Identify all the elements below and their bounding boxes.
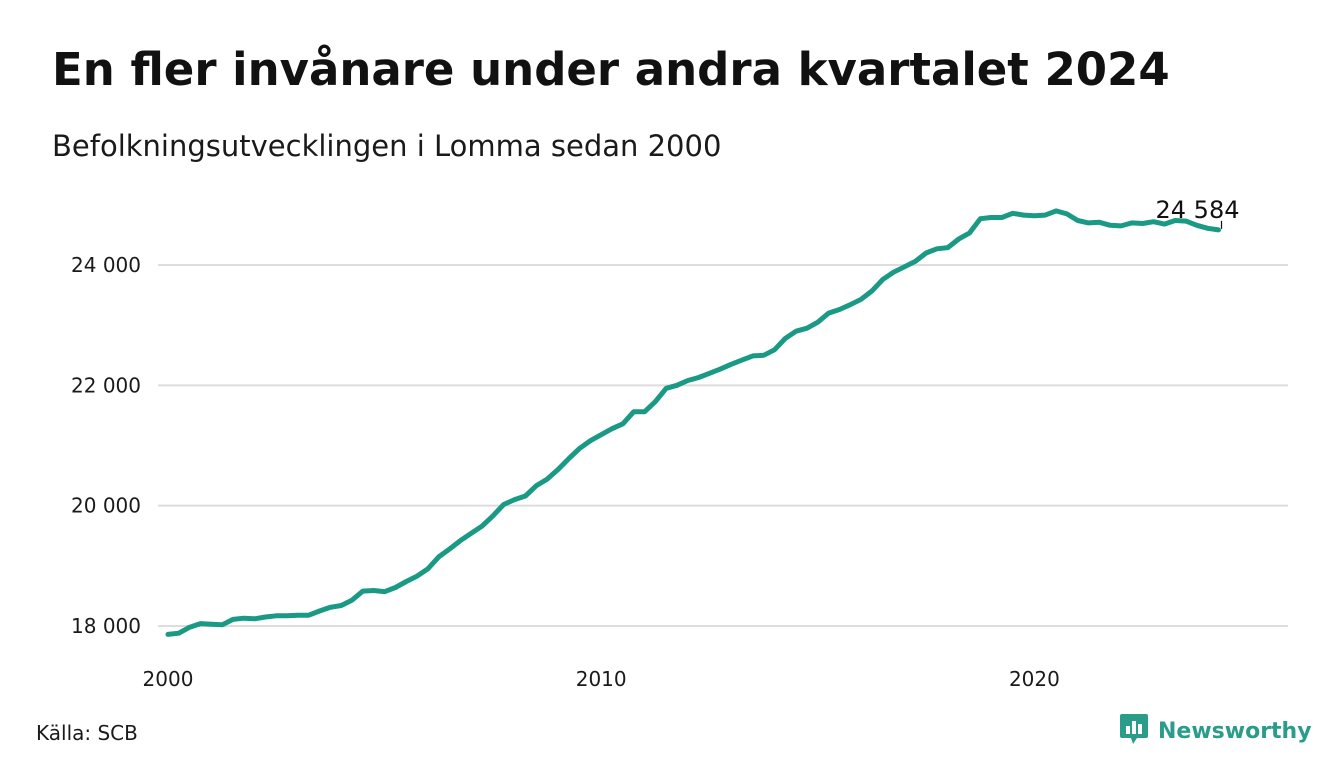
y-tick-label: 18 000 (71, 614, 141, 638)
source-note: Källa: SCB (36, 721, 138, 745)
x-axis-ticks: 2000 2010 2020 (143, 667, 1060, 691)
x-tick-label: 2010 (576, 667, 627, 691)
line-chart: 18 000 20 000 22 000 24 000 2000 2010 2020 24… (71, 196, 1288, 691)
gridlines (158, 264, 1288, 627)
population-line (165, 208, 1221, 637)
y-tick-label: 24 000 (71, 253, 141, 277)
end-value-label: 24 584 (1156, 196, 1240, 224)
brand-logo: Newsworthy (1119, 713, 1312, 749)
chart-subtitle: Befolkningsutvecklingen i Lomma sedan 20… (52, 129, 722, 163)
x-tick-label: 2000 (143, 667, 194, 691)
y-tick-label: 20 000 (71, 494, 141, 518)
newsworthy-logo-icon (1119, 713, 1149, 749)
y-tick-label: 22 000 (71, 373, 141, 397)
brand-name: Newsworthy (1158, 718, 1312, 744)
chart-title: En fler invånare under andra kvartalet 2… (52, 43, 1170, 96)
x-tick-label: 2020 (1009, 667, 1060, 691)
y-axis-ticks: 18 000 20 000 22 000 24 000 (71, 253, 141, 638)
